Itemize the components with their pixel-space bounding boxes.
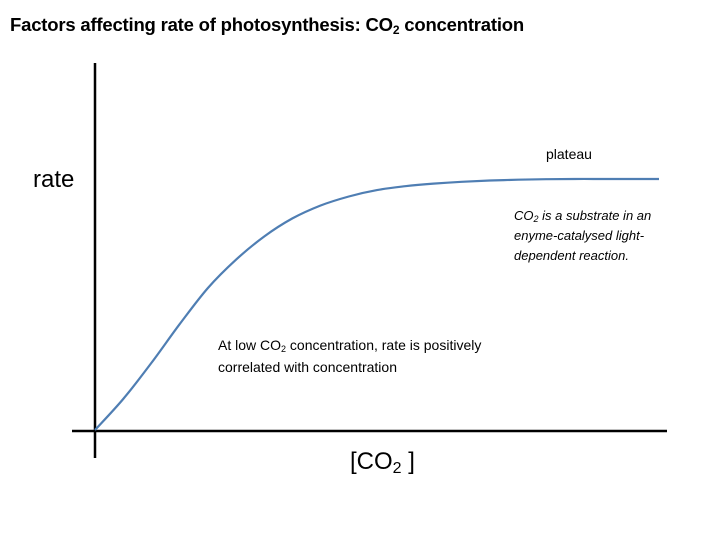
x-axis-label: [CO2 ] bbox=[350, 448, 415, 477]
y-axis-label: rate bbox=[33, 166, 75, 193]
series-line-0 bbox=[94, 177, 659, 431]
annotation-plateau: plateau bbox=[546, 146, 592, 162]
annotation-low-concentration: At low CO2 concentration, rate is positi… bbox=[218, 337, 482, 375]
chart-title: Factors affecting rate of photosynthesis… bbox=[10, 14, 524, 37]
annotation-substrate: CO2 is a substrate in an enyme-catalysed… bbox=[514, 208, 652, 263]
